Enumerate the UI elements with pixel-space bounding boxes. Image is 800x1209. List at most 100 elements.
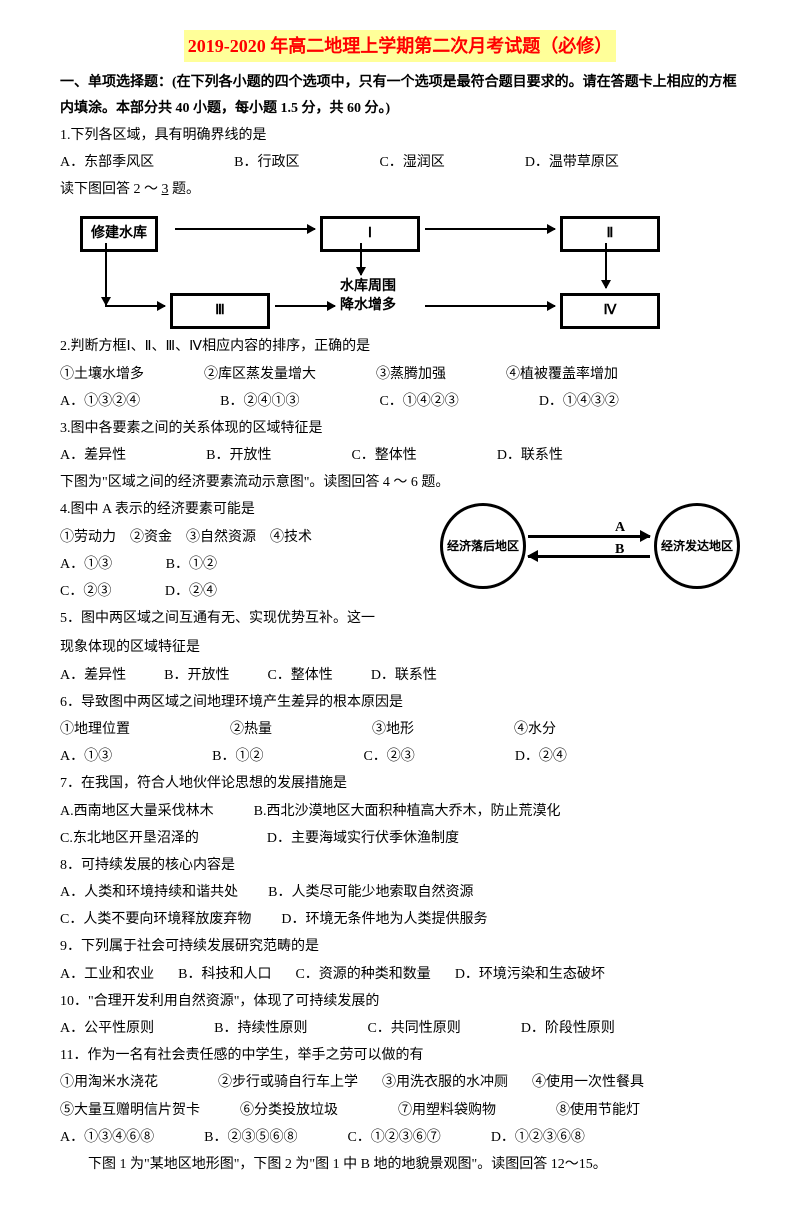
q6-options: A．①③ B．①② C．②③ D．②④ [60, 744, 740, 769]
q10-opt-d: D．阶段性原则 [521, 1016, 615, 1041]
q6-subs: ①地理位置 ②热量 ③地形 ④水分 [60, 717, 740, 742]
footer-text: 下图 1 为"某地区地形图"，下图 2 为"图 1 中 B 地的地貌景观图"。读… [60, 1152, 740, 1177]
q11-s5: ⑤大量互赠明信片贺卡 [60, 1098, 200, 1123]
q1-opt-a: A．东部季风区 [60, 150, 154, 175]
arrow-3 [105, 243, 107, 305]
q5-options: A．差异性 B．开放性 C．整体性 D．联系性 [60, 663, 740, 688]
q10-opt-a: A．公平性原则 [60, 1016, 154, 1041]
q9-stem: 9．下列属于社会可持续发展研究范畴的是 [60, 934, 740, 959]
intertext-1: 读下图回答 2 ～ 3 题。 [60, 177, 740, 202]
arrow-7 [605, 243, 607, 288]
q3-opt-b: B．开放性 [206, 443, 271, 468]
q4-opt-b: B．①② [166, 552, 217, 577]
q5-stem2: 现象体现的区域特征是 [60, 635, 740, 660]
circle-left: 经济落后地区 [440, 503, 526, 589]
center-text-2: 降水增多 [340, 298, 396, 313]
q6-s4: ④水分 [514, 717, 556, 742]
diagram-economy: 经济落后地区 经济发达地区 A B [440, 497, 740, 597]
q2-s2: ②库区蒸发量增大 [204, 362, 316, 387]
q2-opt-a: A．①③②④ [60, 389, 140, 414]
q9-options: A．工业和农业 B．科技和人口 C．资源的种类和数量 D．环境污染和生态破坏 [60, 962, 740, 987]
q2-opt-b: B．②④①③ [220, 389, 299, 414]
q11-options: A．①③④⑥⑧ B．②③⑤⑥⑧ C．①②③⑥⑦ D．①②③⑥⑧ [60, 1125, 740, 1150]
q8-options-cd: C．人类不要向环境释放废弃物 D．环境无条件地为人类提供服务 [60, 907, 740, 932]
q6-s3: ③地形 [372, 717, 414, 742]
q11-s3: ③用洗衣服的水冲厕 [382, 1070, 508, 1095]
q2-s3: ③蒸腾加强 [376, 362, 446, 387]
q3-opt-c: C．整体性 [351, 443, 416, 468]
q10-stem: 10．"合理开发利用自然资源"，体现了可持续发展的 [60, 989, 740, 1014]
q11-opt-b: B．②③⑤⑥⑧ [204, 1125, 297, 1150]
q2-opt-d: D．①④③② [539, 389, 619, 414]
q11-subs2: ⑤大量互赠明信片贺卡 ⑥分类投放垃圾 ⑦用塑料袋购物 ⑧使用节能灯 [60, 1098, 740, 1123]
title-container: 2019-2020 年高二地理上学期第二次月考试题（必修） [60, 30, 740, 70]
arrow-a [528, 535, 650, 538]
q2-options: A．①③②④ B．②④①③ C．①④②③ D．①④③② [60, 389, 740, 414]
arrow-3b [105, 305, 165, 307]
q8-stem: 8．可持续发展的核心内容是 [60, 853, 740, 878]
q3-stem: 3.图中各要素之间的关系体现的区域特征是 [60, 416, 740, 441]
q4-opt-a: A．①③ [60, 552, 112, 577]
q1-opt-c: C．湿润区 [379, 150, 444, 175]
box-iii: Ⅲ [170, 293, 270, 328]
q1-options: A．东部季风区 B．行政区 C．湿润区 D．温带草原区 [60, 150, 740, 175]
circle-right: 经济发达地区 [654, 503, 740, 589]
q8-options-ab: A．人类和环境持续和谐共处 B．人类尽可能少地索取自然资源 [60, 880, 740, 905]
q9-opt-d: D．环境污染和生态破坏 [455, 962, 605, 987]
q11-s6: ⑥分类投放垃圾 [240, 1098, 338, 1123]
q6-s1: ①地理位置 [60, 717, 130, 742]
box-build: 修建水库 [80, 216, 158, 251]
q7-opt-a: A.西南地区大量采伐林木 [60, 799, 214, 824]
intertext-1c: 题。 [169, 182, 201, 197]
q9-opt-b: B．科技和人口 [178, 962, 271, 987]
q6-opt-a: A．①③ [60, 744, 112, 769]
q8-opt-d: D．环境无条件地为人类提供服务 [281, 907, 487, 932]
exam-title: 2019-2020 年高二地理上学期第二次月考试题（必修） [184, 30, 617, 62]
q2-s4: ④植被覆盖率增加 [506, 362, 618, 387]
q11-stem: 11．作为一名有社会责任感的中学生，举手之劳可以做的有 [60, 1043, 740, 1068]
center-text-1: 水库周围 [340, 279, 396, 294]
q8-opt-c: C．人类不要向环境释放废弃物 [60, 907, 251, 932]
box-ii: Ⅱ [560, 216, 660, 251]
arrow-5 [360, 243, 362, 275]
box-iv: Ⅳ [560, 293, 660, 328]
q10-options: A．公平性原则 B．持续性原则 C．共同性原则 D．阶段性原则 [60, 1016, 740, 1041]
q1-stem: 1.下列各区域，具有明确界线的是 [60, 123, 740, 148]
q6-stem: 6．导致图中两区域之间地理环境产生差异的根本原因是 [60, 690, 740, 715]
q5-opt-d: D．联系性 [371, 663, 437, 688]
q11-s1: ①用淘米水浇花 [60, 1070, 158, 1095]
intertext-1b: 3 [162, 182, 169, 197]
q6-opt-c: C．②③ [363, 744, 414, 769]
box-i: Ⅰ [320, 216, 420, 251]
q5-opt-b: B．开放性 [164, 663, 229, 688]
q11-s2: ②步行或骑自行车上学 [218, 1070, 358, 1095]
q6-opt-b: B．①② [212, 744, 263, 769]
q2-opt-c: C．①④②③ [379, 389, 458, 414]
center-text: 水库周围 降水增多 [340, 278, 396, 314]
q9-opt-c: C．资源的种类和数量 [295, 962, 430, 987]
q3-opt-d: D．联系性 [497, 443, 563, 468]
q5-opt-c: C．整体性 [267, 663, 332, 688]
q11-opt-c: C．①②③⑥⑦ [347, 1125, 440, 1150]
q2-stem: 2.判断方框Ⅰ、Ⅱ、Ⅲ、Ⅳ相应内容的排序，正确的是 [60, 334, 740, 359]
q6-opt-d: D．②④ [515, 744, 567, 769]
q11-opt-d: D．①②③⑥⑧ [491, 1125, 585, 1150]
q1-opt-d: D．温带草原区 [525, 150, 619, 175]
diagram-reservoir: 修建水库 Ⅰ Ⅱ Ⅲ Ⅳ 水库周围 降水增多 [60, 208, 740, 328]
q5-opt-a: A．差异性 [60, 663, 126, 688]
q5-stem1: 5．图中两区域之间互通有无、实现优势互补。这一 [60, 606, 740, 631]
q7-stem: 7．在我国，符合人地伙伴论思想的发展措施是 [60, 771, 740, 796]
q7-opt-d: D．主要海域实行伏季休渔制度 [267, 826, 459, 851]
arrow-6 [425, 305, 555, 307]
q11-opt-a: A．①③④⑥⑧ [60, 1125, 154, 1150]
q10-opt-b: B．持续性原则 [214, 1016, 307, 1041]
arrow-2 [425, 228, 555, 230]
q1-opt-b: B．行政区 [234, 150, 299, 175]
q3-options: A．差异性 B．开放性 C．整体性 D．联系性 [60, 443, 740, 468]
intertext-2: 下图为"区域之间的经济要素流动示意图"。读图回答 4 ～ 6 题。 [60, 470, 740, 495]
q11-s7: ⑦用塑料袋购物 [398, 1098, 496, 1123]
arrow-4 [275, 305, 335, 307]
q7-options-ab: A.西南地区大量采伐林木 B.西北沙漠地区大面积种植高大乔木，防止荒漠化 [60, 799, 740, 824]
q6-s2: ②热量 [230, 717, 272, 742]
q11-subs1: ①用淘米水浇花 ②步行或骑自行车上学 ③用洗衣服的水冲厕 ④使用一次性餐具 [60, 1070, 740, 1095]
